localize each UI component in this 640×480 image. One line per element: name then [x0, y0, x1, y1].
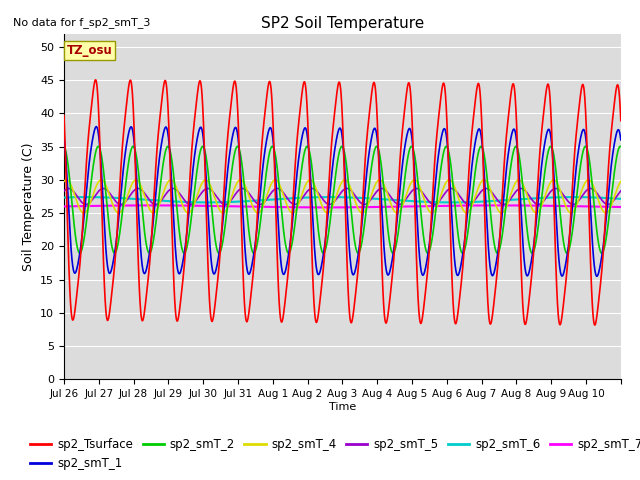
Legend: sp2_Tsurface, sp2_smT_1, sp2_smT_2, sp2_smT_4, sp2_smT_5, sp2_smT_6, sp2_smT_7: sp2_Tsurface, sp2_smT_1, sp2_smT_2, sp2_…: [26, 433, 640, 475]
Y-axis label: Soil Temperature (C): Soil Temperature (C): [22, 142, 35, 271]
Text: TZ_osu: TZ_osu: [67, 44, 113, 57]
X-axis label: Time: Time: [329, 402, 356, 412]
Title: SP2 Soil Temperature: SP2 Soil Temperature: [260, 16, 424, 31]
Text: No data for f_sp2_smT_3: No data for f_sp2_smT_3: [13, 17, 150, 28]
